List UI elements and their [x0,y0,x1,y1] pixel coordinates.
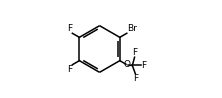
Text: Br: Br [127,24,137,33]
Text: F: F [67,65,72,74]
Text: F: F [132,48,137,57]
Text: F: F [133,74,138,83]
Text: O: O [124,60,131,69]
Text: F: F [141,61,147,70]
Text: F: F [67,24,72,33]
